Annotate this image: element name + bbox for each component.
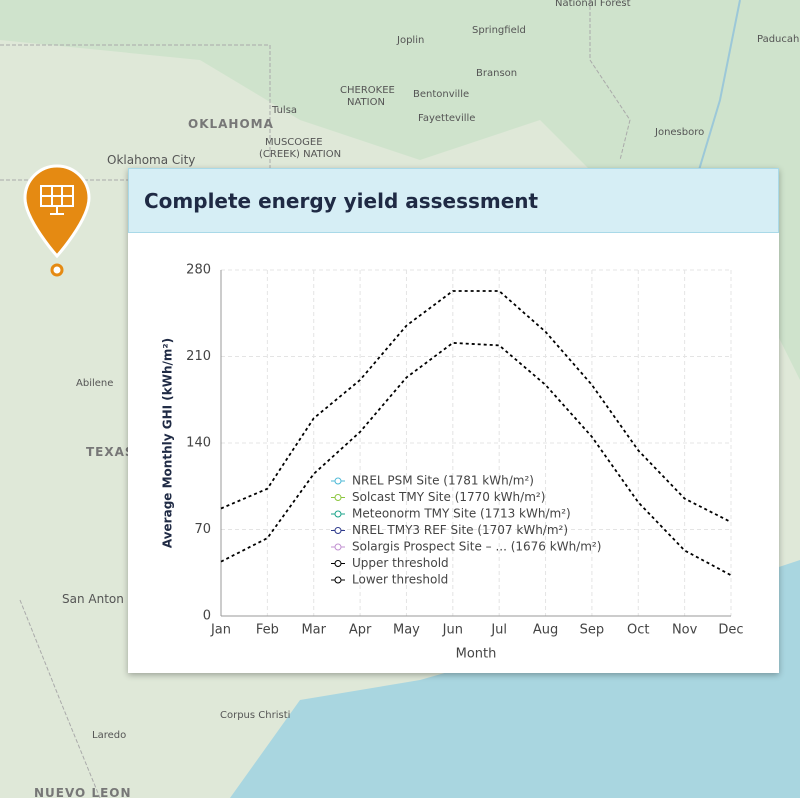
legend-swatch (334, 527, 342, 534)
x-tick-label: Oct (627, 623, 649, 638)
legend-label: Lower threshold (352, 573, 448, 587)
x-tick-label: Feb (256, 623, 279, 638)
legend-swatch (334, 477, 342, 485)
x-tick-label: Jun (442, 623, 463, 638)
x-tick-label: Apr (349, 623, 372, 638)
map-label: Bentonville (413, 89, 469, 100)
legend-swatch (334, 543, 342, 551)
map-label: National Forest (555, 0, 631, 9)
x-axis-label: Month (456, 647, 497, 662)
map-label: Paducah (757, 34, 799, 45)
legend-swatch (334, 510, 342, 518)
y-tick-label: 280 (186, 263, 211, 278)
map-label: Fayetteville (418, 113, 475, 124)
y-axis-label: Average Monthly GHI (kWh/m²) (161, 338, 175, 548)
map-label: Abilene (76, 378, 113, 389)
y-tick-label: 70 (194, 522, 211, 537)
y-tick-label: 140 (186, 436, 211, 451)
x-tick-label: Jul (490, 623, 507, 638)
legend-swatch (334, 576, 342, 584)
map-label: Tulsa (271, 105, 297, 116)
site-pin[interactable] (23, 164, 91, 277)
forest (0, 0, 800, 380)
map-label: NATION (347, 97, 385, 108)
borders (0, 0, 631, 798)
map-label: (CREEK) NATION (259, 149, 341, 160)
map-label: MUSCOGEE (265, 137, 323, 148)
map-label: Corpus Christi (220, 710, 290, 721)
map-label: OKLAHOMA (188, 117, 274, 131)
series-line (220, 290, 732, 523)
legend-label: Upper threshold (352, 556, 449, 570)
map-label: CHEROKEE (340, 85, 395, 96)
x-tick-label: May (393, 623, 420, 638)
legend-label: Meteonorm TMY Site (1713 kWh/m²) (352, 507, 571, 521)
x-tick-label: Aug (533, 623, 558, 638)
map-label: Jonesboro (654, 127, 704, 138)
map-label: TEXAS (86, 445, 135, 459)
chart-card: Complete energy yield assessment 0 70 140 2… (128, 168, 779, 673)
x-tick-label: Jan (210, 623, 231, 638)
x-tick-label: Sep (580, 623, 605, 638)
map-label: Joplin (396, 35, 424, 46)
legend-label: NREL PSM Site (1781 kWh/m²) (352, 474, 534, 488)
map-label: Laredo (92, 730, 126, 741)
chart: 0 70 140 210 280 Jan Feb Mar Apr May Jun Jul Aug Sep O… (161, 263, 744, 662)
map-label: Springfield (472, 25, 526, 36)
legend-swatch (334, 494, 342, 501)
y-tick-label: 210 (186, 349, 211, 364)
x-tick-label: Nov (672, 623, 698, 638)
x-tick-label: Dec (718, 623, 743, 638)
map-label: San Anton (62, 592, 124, 606)
legend-label: Solcast TMY Site (1770 kWh/m²) (352, 490, 545, 504)
map-label: Branson (476, 68, 517, 79)
y-tick-label: 0 (203, 609, 211, 624)
card-title: Complete energy yield assessment (128, 168, 779, 233)
map-label: Oklahoma City (107, 153, 195, 167)
map-label: NUEVO LEON (34, 786, 132, 798)
legend-label: NREL TMY3 REF Site (1707 kWh/m²) (352, 523, 568, 537)
legend-label: Solargis Prospect Site – ... (1676 kWh/m… (352, 540, 601, 554)
x-tick-label: Mar (301, 623, 326, 638)
legend-swatch (334, 560, 342, 567)
